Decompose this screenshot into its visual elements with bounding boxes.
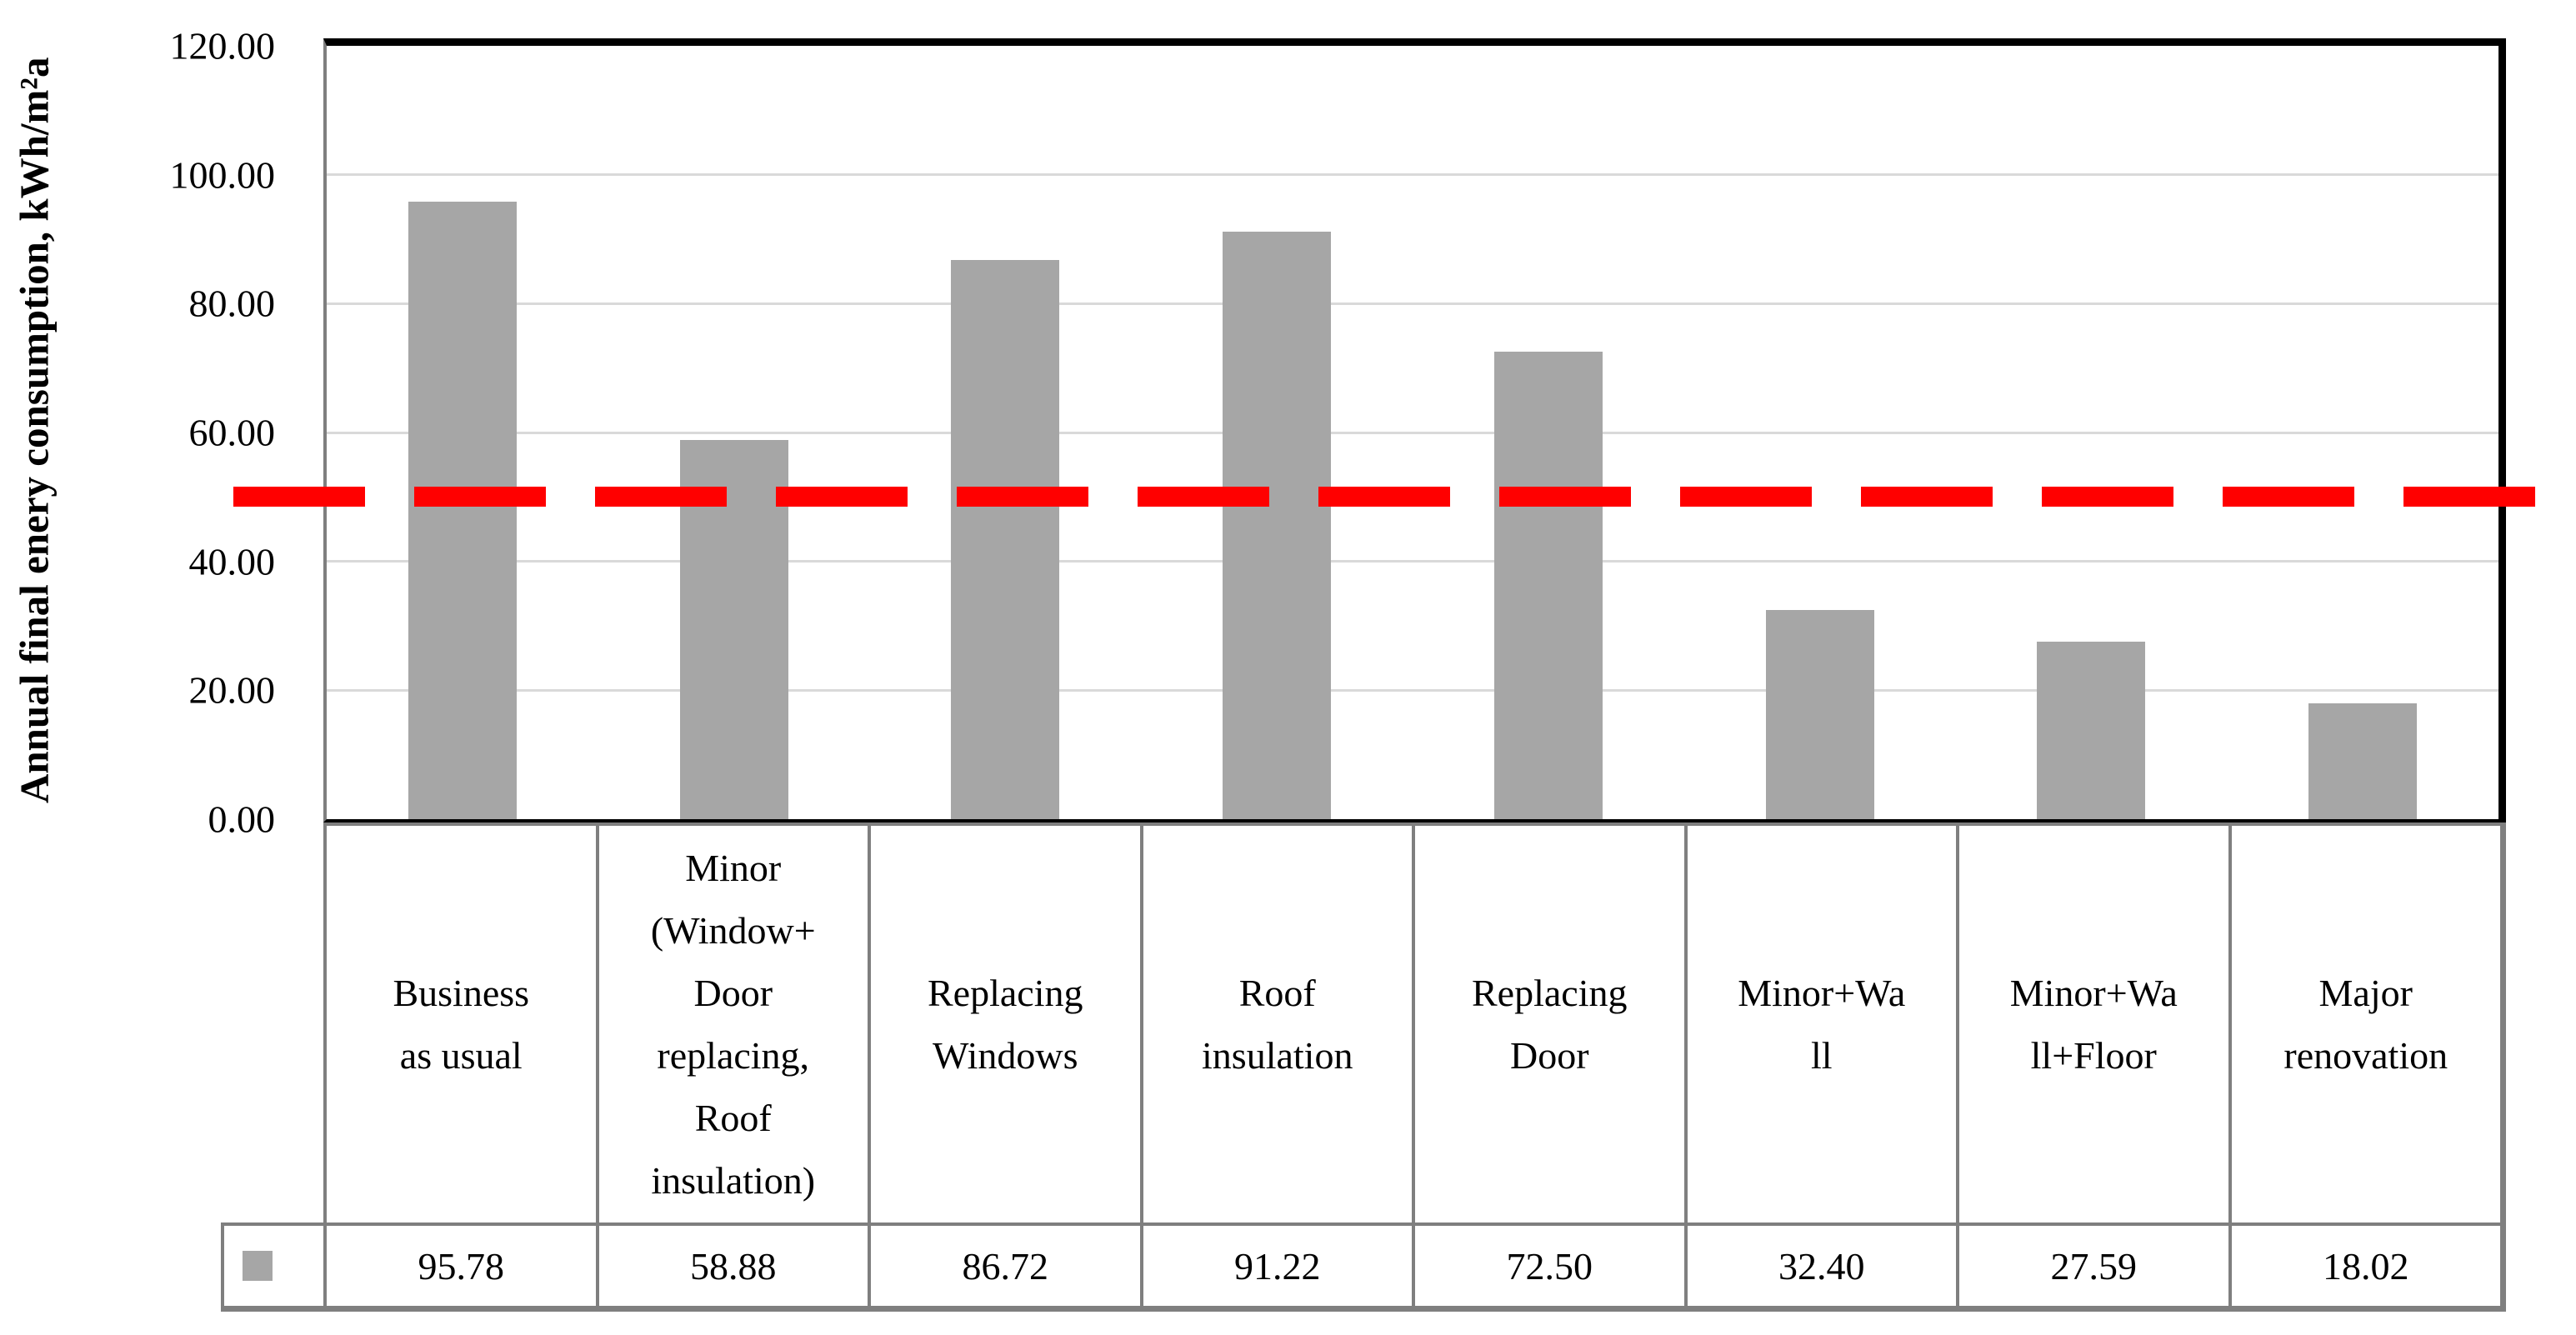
table-value: 18.02 — [2323, 1244, 2409, 1288]
table-value: 32.40 — [1688, 1226, 1959, 1306]
data-table-value-row: 95.78 58.88 86.72 91.22 72.50 32.40 27.5… — [221, 1222, 2506, 1312]
category-label: Minor (Window+ Door replacing, Roof insu… — [599, 826, 871, 1222]
table-value: 91.22 — [1143, 1226, 1415, 1306]
bar-replacing-door — [1493, 352, 1603, 819]
category-label: Minor+Wa ll+Floor — [1959, 826, 2232, 1222]
bar-major-renovation — [2308, 702, 2418, 819]
gridline — [327, 431, 2498, 434]
table-value: 86.72 — [871, 1226, 1143, 1306]
category-label: Replacing Door — [1415, 826, 1688, 1222]
gridline — [327, 560, 2498, 563]
table-value: 58.88 — [599, 1226, 871, 1306]
y-tick-label: 60.00 — [188, 411, 276, 454]
bar-replacing-windows — [951, 260, 1060, 819]
category-label: Major renovation — [2232, 826, 2506, 1222]
bar-minor-wall-floor — [2037, 641, 2146, 819]
plot-inner — [327, 46, 2498, 819]
y-tick-label: 120.00 — [169, 24, 276, 68]
category-label: Roof insulation — [1143, 826, 1415, 1222]
category-header-row: Business as usual Minor (Window+ Door re… — [323, 822, 2506, 1222]
gridline — [327, 302, 2498, 305]
legend-cell — [224, 1226, 327, 1306]
gridline — [327, 173, 2498, 177]
gridline — [327, 688, 2498, 692]
category-label: Minor+Wa ll — [1688, 826, 1959, 1222]
y-tick-label: 20.00 — [188, 668, 276, 712]
y-axis-tick-labels: 120.00 100.00 80.00 60.00 40.00 20.00 0.… — [0, 0, 276, 917]
series-legend-marker — [242, 1251, 273, 1281]
category-label: Business as usual — [327, 826, 599, 1222]
category-label: Replacing Windows — [871, 826, 1143, 1222]
y-tick-label: 80.00 — [188, 282, 276, 325]
table-value: 27.59 — [1959, 1226, 2232, 1306]
bar-business-as-usual — [408, 202, 517, 819]
table-value: 95.78 — [327, 1226, 599, 1306]
table-value: 72.50 — [1415, 1226, 1688, 1306]
reference-line-50 — [233, 487, 2576, 508]
bar-roof-insulation — [1223, 231, 1332, 819]
y-tick-label: 100.00 — [169, 153, 276, 197]
y-tick-label: 0.00 — [208, 798, 276, 841]
bar-minor-wall — [1765, 610, 1874, 819]
y-tick-label: 40.00 — [188, 540, 276, 583]
